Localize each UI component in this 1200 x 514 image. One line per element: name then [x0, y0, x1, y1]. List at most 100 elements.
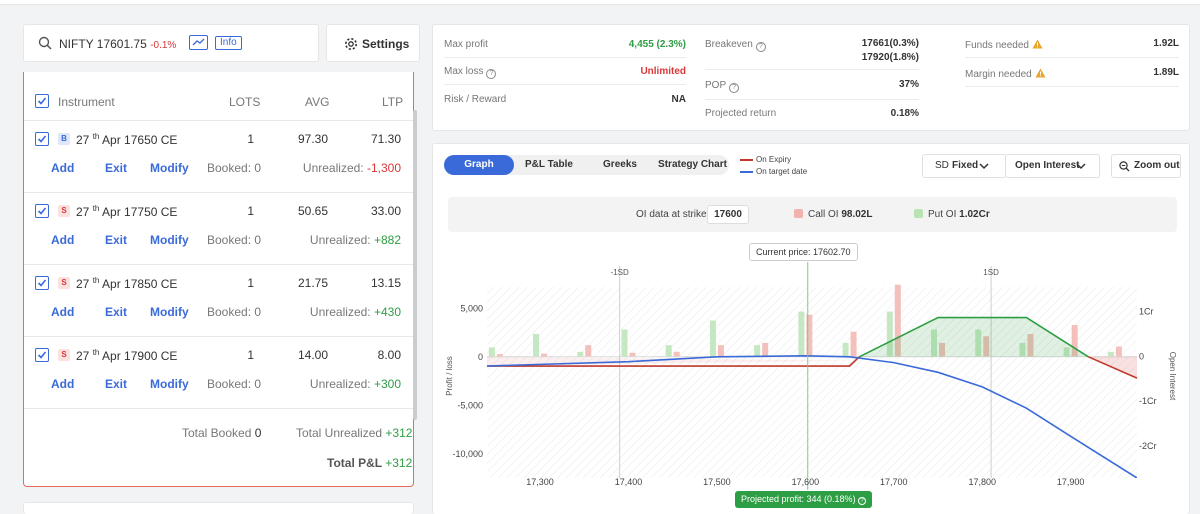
trend-chart-button[interactable] [189, 35, 208, 50]
help-icon[interactable]: ? [486, 69, 497, 79]
y2-tick-label: 0 [1139, 351, 1144, 361]
max-loss-value: Unlimited [640, 66, 686, 77]
add-button[interactable]: Add [51, 233, 75, 247]
total-unrealized: Total Unrealized +312 [296, 426, 413, 440]
put-oi-bar [842, 342, 849, 357]
call-oi-bar [673, 351, 680, 357]
divider [24, 120, 413, 121]
sd-label: SD [935, 160, 949, 171]
tab-pnl-table[interactable]: P&L Table [525, 159, 573, 170]
oi-strike-input[interactable]: 17600 [707, 205, 749, 224]
select-all-checkbox[interactable] [35, 94, 49, 108]
y-tick-label: 5,000 [460, 303, 483, 313]
modify-button[interactable]: Modify [150, 161, 189, 175]
side-badge: S [58, 205, 70, 217]
put-oi-bar [621, 329, 628, 357]
booked-value: Booked: 0 [207, 233, 262, 247]
put-oi-bar [931, 329, 938, 357]
ltp-value: 8.00 [377, 348, 401, 362]
pop-label: POP? [705, 80, 740, 93]
x-tick-label: 17,300 [526, 477, 554, 487]
unrealized-value: Unrealized: +882 [309, 233, 401, 247]
breakeven-value-1: 17661(0.3%) [861, 38, 919, 49]
add-button[interactable]: Add [51, 305, 75, 319]
funds-needed-value: 1.92L [1153, 38, 1179, 49]
exit-button[interactable]: Exit [105, 377, 128, 391]
lots-value: 1 [247, 132, 254, 146]
unrealized-value: Unrealized: +430 [309, 305, 401, 319]
positions-scrollbar[interactable] [413, 110, 417, 420]
divider [24, 336, 413, 337]
y2-tick-label: -2Cr [1139, 441, 1157, 451]
help-icon[interactable]: ? [858, 497, 867, 505]
exit-button[interactable]: Exit [105, 233, 128, 247]
add-button[interactable]: Add [51, 161, 75, 175]
instrument-name: 27 th Apr 17750 CE [76, 204, 178, 219]
search-icon [38, 36, 52, 50]
put-oi-bar [1107, 351, 1114, 357]
tab-greeks[interactable]: Greeks [603, 159, 637, 170]
max-profit-label: Max profit [444, 39, 488, 50]
target-date-line [487, 355, 1137, 478]
tab-graph[interactable]: Graph [444, 155, 514, 175]
breakeven-value-2: 17920(1.8%) [861, 52, 919, 63]
call-oi-bar [585, 345, 592, 357]
call-oi-bar [1071, 325, 1078, 357]
row-checkbox[interactable] [35, 276, 49, 290]
sd-value: Fixed [952, 160, 979, 171]
avg-value: 21.75 [297, 276, 328, 290]
symbol-search[interactable]: NIFTY 17601.75 -0.1% Info [23, 24, 319, 62]
put-oi-bar [488, 347, 495, 357]
exit-button[interactable]: Exit [105, 161, 128, 175]
y-tick-label: -10,000 [452, 449, 483, 459]
modify-button[interactable]: Modify [150, 305, 189, 319]
divider [24, 264, 413, 265]
ltp-header: LTP [382, 95, 404, 109]
lots-value: 1 [247, 276, 254, 290]
put-oi-bar [533, 333, 540, 357]
x-tick-label: 17,700 [880, 477, 908, 487]
put-oi-bar [1019, 342, 1026, 357]
instrument-name: 27 th Apr 17850 CE [76, 276, 178, 291]
max-profit-value: 4,455 (2.3%) [628, 39, 686, 50]
info-button[interactable]: Info [215, 36, 242, 50]
exit-button[interactable]: Exit [105, 305, 128, 319]
strategy-metrics: Max profit 4,455 (2.3%) Max loss? Unlimi… [432, 24, 1190, 131]
settings-button[interactable]: Settings [326, 24, 420, 62]
help-icon[interactable]: ? [729, 83, 740, 93]
row-checkbox[interactable] [35, 204, 49, 218]
put-oi-bar [1063, 347, 1070, 357]
risk-reward-value: NA [671, 94, 686, 105]
put-oi-swatch [914, 209, 923, 218]
lots-value: 1 [247, 204, 254, 218]
legend-expiry-label: On Expiry [756, 155, 792, 164]
payoff-chart[interactable]: -1SD 1SD 5,000 0 -5,000 -10,000 1Cr 0 -1Cr -2Cr 17… [433, 144, 1191, 514]
zoom-out-label: Zoom out [1134, 160, 1180, 171]
add-button[interactable]: Add [51, 377, 75, 391]
zoom-out-icon [1119, 161, 1130, 172]
help-icon[interactable]: ? [755, 42, 766, 52]
sd-dropdown[interactable]: SD Fixed [922, 154, 1006, 178]
ltp-value: 71.30 [370, 132, 401, 146]
row-checkbox[interactable] [35, 348, 49, 362]
booked-value: Booked: 0 [207, 161, 262, 175]
modify-button[interactable]: Modify [150, 233, 189, 247]
modify-button[interactable]: Modify [150, 377, 189, 391]
expiry-line-loss [487, 356, 860, 367]
call-oi-swatch [794, 209, 803, 218]
call-oi-bar [983, 336, 990, 357]
open-interest-label: Open Interest [1015, 160, 1080, 171]
x-tick-label: 17,400 [615, 477, 643, 487]
x-tick-label: 17,900 [1057, 477, 1085, 487]
put-oi-bar [709, 320, 716, 357]
zoom-out-button[interactable]: Zoom out [1111, 154, 1181, 178]
open-interest-dropdown[interactable]: Open Interest [1005, 154, 1100, 178]
ltp-value: 33.00 [370, 204, 401, 218]
row-checkbox[interactable] [35, 132, 49, 146]
chevron-down-icon [979, 163, 989, 170]
breakeven-label: Breakeven? [705, 39, 766, 52]
tab-strategy-chart[interactable]: Strategy Chart [658, 159, 727, 170]
call-oi-bar [541, 353, 548, 357]
margin-needed-label: Margin needed [965, 68, 1046, 80]
sd-label: -1SD [611, 268, 629, 277]
